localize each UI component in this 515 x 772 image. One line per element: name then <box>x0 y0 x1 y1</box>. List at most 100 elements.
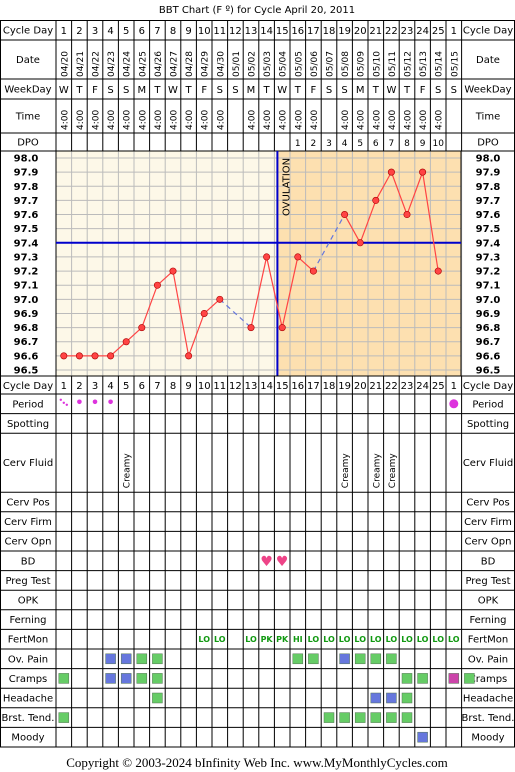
cycle-day-label: 21 <box>369 381 382 392</box>
y-tick-left: 97.8 <box>14 182 39 193</box>
cycle-day-label: 4 <box>107 26 113 37</box>
y-tick-left: 96.7 <box>14 337 39 348</box>
cycle-day-label: 10 <box>198 381 211 392</box>
date-label: 04/21 <box>76 51 86 77</box>
temp-line-segment <box>141 284 158 328</box>
weekday-label: F <box>420 85 426 96</box>
y-tick-left: 97.5 <box>14 224 39 235</box>
cycle-day-label: 12 <box>229 26 242 37</box>
cycle-day-label: 15 <box>276 26 289 37</box>
y-tick-right: 97.6 <box>476 210 501 221</box>
row-label-left: WeekDay <box>4 85 51 96</box>
dpo-label: 9 <box>420 139 426 149</box>
fert-row-label-left: Cerv Opn <box>5 537 52 548</box>
fert-row-label-right: Period <box>472 399 503 410</box>
symptom-marker <box>386 653 397 665</box>
cerv-fluid-value: Creamy <box>372 453 382 489</box>
cycle-day-label: 15 <box>276 381 289 392</box>
temp-point <box>185 352 193 360</box>
temp-point <box>263 253 271 261</box>
fert-row-label-left: Headache <box>3 694 53 705</box>
cycle-day-label: 16 <box>291 26 304 37</box>
date-label: 05/04 <box>279 51 289 77</box>
cycle-day-label: 8 <box>170 381 176 392</box>
fertmon-reading: LO <box>339 635 351 644</box>
date-label: 04/20 <box>60 51 70 77</box>
temp-point <box>91 352 99 360</box>
temp-line-segment <box>172 270 190 356</box>
chart-title: BBT Chart (F º) for Cycle April 20, 2011 <box>159 5 355 16</box>
y-tick-left: 96.6 <box>14 351 39 362</box>
temp-line-segment <box>375 171 392 201</box>
time-label: 4:00 <box>170 110 180 130</box>
weekday-label: M <box>356 85 365 96</box>
row-label-right: Time <box>475 112 500 123</box>
cycle-day-label: 7 <box>154 381 160 392</box>
temp-point <box>341 211 349 219</box>
temp-line-segment <box>266 256 283 328</box>
fert-row-label-left: Cerv Firm <box>4 517 52 528</box>
fertmon-reading: LO <box>323 635 335 644</box>
weekday-label: S <box>451 85 457 96</box>
period-dot <box>92 399 98 405</box>
fertmon-reading: PK <box>261 635 274 644</box>
cycle-day-label: 6 <box>139 381 145 392</box>
bd-heart: ♥ <box>276 554 289 570</box>
cycle-day-label: 20 <box>354 26 367 37</box>
cycle-day-label: 23 <box>401 26 414 37</box>
date-label: 05/07 <box>326 51 336 77</box>
fert-row-label-right: Brst. Tend. <box>462 713 515 724</box>
temp-line-segment <box>297 256 314 272</box>
date-label: 04/22 <box>92 51 102 77</box>
symptom-marker <box>354 712 366 723</box>
fert-row-label-right: Cerv Opn <box>465 537 512 548</box>
y-tick-right: 97.2 <box>476 267 501 278</box>
temp-line-segment <box>344 214 361 244</box>
y-tick-right: 97.0 <box>476 295 501 306</box>
symptom-marker <box>120 653 132 665</box>
period-dot-large <box>449 399 459 409</box>
cycle-day-label: 3 <box>92 26 98 37</box>
dpo-label: 6 <box>373 139 379 149</box>
fert-row-label-right: Moody <box>471 733 504 744</box>
temp-line-segment <box>125 327 143 343</box>
time-label: 4:00 <box>404 110 414 130</box>
time-label: 4:00 <box>123 110 133 130</box>
dpo-label: 1 <box>295 139 301 149</box>
date-label: 05/09 <box>357 51 367 77</box>
cycle-day-label: 1 <box>61 26 67 37</box>
temp-point <box>60 352 68 360</box>
temp-point <box>309 267 317 275</box>
spotting-dot <box>59 398 62 401</box>
date-label: 05/12 <box>404 51 414 77</box>
weekday-label: T <box>185 85 193 96</box>
weekday-label: F <box>92 85 98 96</box>
row-label-right: WeekDay <box>464 85 511 96</box>
weekday-label: T <box>75 85 83 96</box>
fertmon-reading: LO <box>214 635 226 644</box>
cycle-day-label: 24 <box>416 381 429 392</box>
temp-point <box>122 338 130 346</box>
symptom-marker <box>401 692 413 704</box>
row-label-left: Cycle Day <box>3 381 53 392</box>
time-label: 4:00 <box>107 110 117 130</box>
fertmon-reading: LO <box>386 635 398 644</box>
temp-point <box>169 267 177 275</box>
temp-point <box>372 196 380 204</box>
symptom-marker <box>152 673 163 684</box>
fertmon-reading: LO <box>417 635 429 644</box>
weekday-label: S <box>107 85 113 96</box>
time-label: 4:00 <box>419 110 429 130</box>
cycle-day-label: 8 <box>170 26 176 37</box>
y-tick-right: 97.4 <box>476 238 501 249</box>
time-label: 4:00 <box>60 110 70 130</box>
symptom-marker <box>464 673 475 684</box>
weekday-label: W <box>277 85 287 96</box>
date-label: 04/27 <box>170 51 180 77</box>
cycle-day-label: 19 <box>338 381 351 392</box>
symptom-marker <box>308 653 319 665</box>
cycle-day-label: 12 <box>229 381 242 392</box>
weekday-label: S <box>326 85 332 96</box>
temp-point <box>278 324 286 332</box>
